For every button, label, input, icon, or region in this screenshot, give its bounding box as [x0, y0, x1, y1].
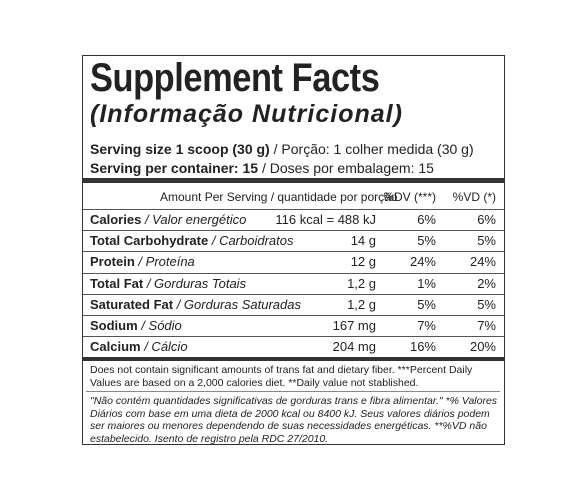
daily-value: 7% — [417, 318, 436, 333]
column-label: Amount Per Serving / quantidade por porç… — [160, 190, 398, 204]
nutrient-row: Saturated Fat / Gorduras Saturadas 1,2 g 5… — [90, 294, 496, 315]
nutrient-name-pt: / Gorduras Totais — [146, 275, 247, 291]
divider — [86, 391, 500, 392]
serving-normal: / Doses por embalagem: 15 — [261, 160, 434, 176]
amount: 12 g — [350, 254, 376, 270]
nutrient-row: Sodium / Sódio 167 mg 7% 7% — [90, 315, 496, 336]
row-rule — [83, 209, 504, 210]
nutrient-name: Calcium — [90, 339, 141, 355]
amount: 14 g — [350, 233, 376, 249]
serving-normal: / Porção: 1 colher medida (30 g) — [273, 141, 474, 157]
nutrient-name: Calories — [90, 212, 142, 227]
nutrient-row: Total Carbohydrate / Carboidratos 14 g 5% 5… — [90, 230, 496, 251]
nutrient-label: Sodium / Sódio — [90, 318, 182, 333]
nutrient-label: Saturated Fat / Gorduras Saturadas — [90, 297, 301, 312]
nutrient-name: Saturated Fat — [90, 296, 174, 312]
daily-value-br: 5% — [477, 233, 496, 249]
column-label: %DV (***) — [383, 190, 436, 204]
nutrient-name: Sodium — [90, 318, 138, 333]
daily-value: 16% — [409, 339, 436, 355]
nutrient-name-pt: / Gorduras Saturadas — [176, 296, 301, 312]
daily-value-br: 2% — [477, 275, 496, 291]
column-header: Amount Per Serving / quantidade por porç… — [90, 187, 496, 208]
nutrient-name: Total Carbohydrate — [90, 233, 209, 249]
row-rule — [83, 315, 504, 316]
nutrient-row: Calories / Valor energético 116 kcal = 48… — [90, 209, 496, 230]
title: Supplement Facts — [90, 56, 380, 100]
amount: 204 mg — [332, 339, 376, 355]
amount: 1,2 g — [347, 275, 376, 291]
nutrient-name-pt: / Proteína — [138, 254, 195, 270]
row-rule — [83, 230, 504, 232]
nutrient-row: Total Fat / Gorduras Totais 1,2 g 1% 2% — [90, 273, 496, 294]
nutrient-name: Total Fat — [90, 275, 144, 291]
serving-bold: Serving size 1 scoop (30 g) — [90, 141, 270, 157]
daily-value: 1% — [417, 275, 436, 291]
nutrient-label: Total Carbohydrate / Carboidratos — [90, 233, 294, 248]
footnote: "Não contém quantidades significativas d… — [90, 395, 498, 445]
subtitle: (Informação Nutricional) — [90, 100, 403, 128]
serving-line: Serving per container: 15 / Doses por em… — [90, 160, 434, 176]
daily-value-br: 6% — [477, 212, 496, 227]
nutrient-row: Calcium / Cálcio 204 mg 16% 20% — [90, 336, 496, 357]
daily-value: 24% — [409, 254, 436, 270]
serving-bold: Serving per container: 15 — [90, 160, 259, 176]
thick-rule — [83, 357, 504, 361]
daily-value: 5% — [417, 296, 436, 312]
row-rule — [83, 272, 504, 274]
footnote: Does not contain significant amounts of … — [90, 364, 473, 389]
daily-value-br: 7% — [477, 318, 496, 333]
nutrient-label: Total Fat / Gorduras Totais — [90, 276, 246, 291]
nutrient-row: Protein / Proteína 12 g 24% 24% — [90, 251, 496, 272]
nutrient-name: Protein — [90, 254, 135, 270]
daily-value-br: 5% — [477, 296, 496, 312]
serving-line: Serving size 1 scoop (30 g) / Porção: 1 … — [90, 141, 474, 157]
amount: 167 mg — [332, 318, 376, 333]
row-rule — [83, 336, 504, 338]
facts-panel — [82, 55, 505, 445]
nutrient-name-pt: / Carboidratos — [211, 233, 294, 249]
daily-value-br: 20% — [469, 339, 496, 355]
daily-value: 6% — [417, 212, 436, 227]
thick-rule — [83, 178, 504, 183]
nutrient-label: Calcium / Cálcio — [90, 339, 188, 354]
amount: 1,2 g — [347, 296, 376, 312]
daily-value-br: 24% — [469, 254, 496, 270]
nutrient-name-pt: / Valor energético — [144, 212, 247, 227]
nutrient-label: Protein / Proteína — [90, 254, 195, 269]
nutrient-name-pt: / Cálcio — [144, 339, 188, 355]
nutrient-name-pt: / Sódio — [141, 318, 182, 333]
row-rule — [83, 293, 504, 295]
nutrient-label: Calories / Valor energético — [90, 212, 246, 227]
row-rule — [83, 251, 504, 253]
daily-value: 5% — [417, 233, 436, 249]
amount: 116 kcal = 488 kJ — [275, 212, 376, 227]
column-label: %VD (*) — [452, 190, 496, 204]
